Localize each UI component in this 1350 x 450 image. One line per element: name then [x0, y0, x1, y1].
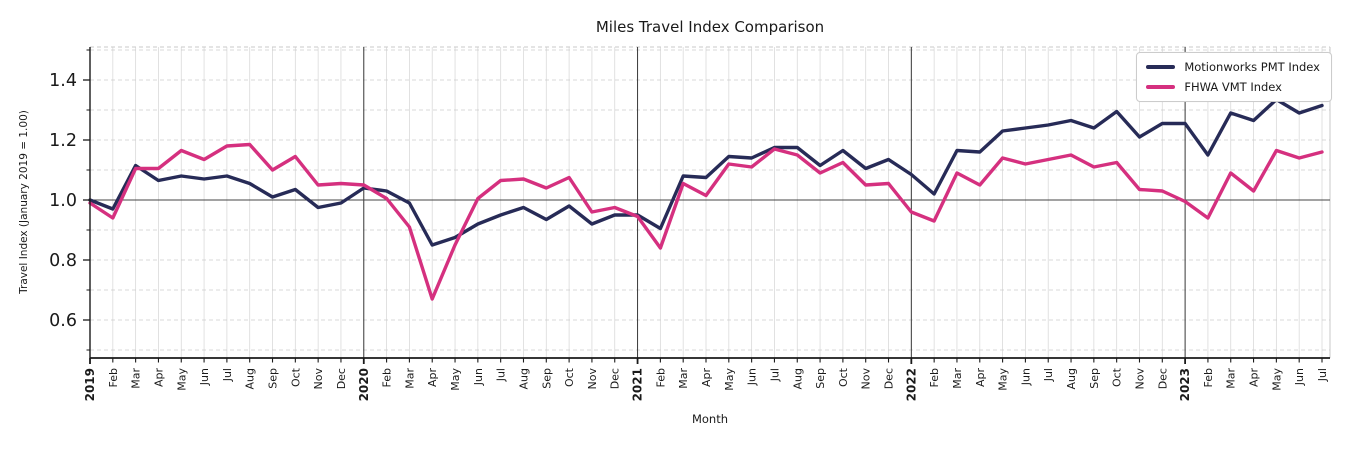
svg-text:Nov: Nov: [312, 368, 325, 390]
svg-text:Nov: Nov: [586, 368, 599, 390]
legend-item-vmt: FHWA VMT Index: [1146, 80, 1320, 94]
svg-text:May: May: [175, 368, 188, 391]
svg-text:Feb: Feb: [928, 368, 941, 387]
svg-text:Dec: Dec: [883, 368, 896, 389]
svg-text:Oct: Oct: [563, 367, 576, 387]
svg-text:Jun: Jun: [1293, 368, 1306, 386]
svg-text:May: May: [1270, 368, 1283, 391]
svg-text:Feb: Feb: [381, 368, 394, 387]
series-line-motionworks-pmt: [88, 97, 1324, 247]
svg-text:Aug: Aug: [244, 368, 257, 389]
svg-text:Sep: Sep: [814, 368, 827, 389]
svg-text:Mar: Mar: [951, 368, 964, 389]
svg-text:Dec: Dec: [609, 368, 622, 389]
svg-text:Jul: Jul: [495, 368, 508, 382]
svg-text:May: May: [449, 368, 462, 391]
svg-text:Feb: Feb: [1202, 368, 1215, 387]
svg-text:Feb: Feb: [107, 368, 120, 387]
svg-text:Jul: Jul: [1042, 368, 1055, 382]
svg-text:May: May: [997, 368, 1010, 391]
svg-text:Apr: Apr: [152, 368, 165, 388]
svg-text:Oct: Oct: [837, 367, 850, 387]
x-tick-labels: 2019 Feb Mar Apr May Jun Jul Aug Sep Oct Nov Dec 202…: [83, 367, 1329, 401]
svg-text:Oct: Oct: [1111, 367, 1124, 387]
svg-text:Mar: Mar: [130, 368, 143, 389]
svg-text:0.8: 0.8: [49, 251, 77, 271]
y-axis-label: Travel Index (January 2019 = 1.00): [18, 110, 30, 294]
svg-text:2021: 2021: [631, 368, 645, 401]
svg-text:May: May: [723, 368, 736, 391]
svg-text:2020: 2020: [357, 368, 371, 401]
svg-text:Aug: Aug: [517, 368, 530, 389]
svg-text:Jun: Jun: [198, 368, 211, 386]
svg-text:1.0: 1.0: [49, 191, 77, 211]
svg-text:Mar: Mar: [403, 368, 416, 389]
svg-text:Feb: Feb: [654, 368, 667, 387]
vmt-line-swatch: [1146, 85, 1176, 89]
axis-spines: [89, 47, 1330, 359]
legend-label-pmt: Motionworks PMT Index: [1184, 60, 1320, 74]
svg-text:Sep: Sep: [267, 368, 280, 389]
svg-text:Aug: Aug: [1065, 368, 1078, 389]
svg-text:Jun: Jun: [1019, 368, 1032, 386]
svg-text:Jun: Jun: [472, 368, 485, 386]
svg-text:Sep: Sep: [540, 368, 553, 389]
svg-text:Jun: Jun: [746, 368, 759, 386]
svg-text:2019: 2019: [83, 368, 97, 401]
svg-text:Dec: Dec: [1156, 368, 1169, 389]
svg-text:Jul: Jul: [221, 368, 234, 382]
svg-text:Mar: Mar: [677, 368, 690, 389]
pmt-line-swatch: [1146, 65, 1176, 69]
svg-text:Apr: Apr: [1248, 368, 1261, 388]
svg-text:Sep: Sep: [1088, 368, 1101, 389]
legend-label-vmt: FHWA VMT Index: [1184, 80, 1282, 94]
svg-text:1.2: 1.2: [49, 131, 77, 151]
svg-text:2022: 2022: [904, 368, 918, 401]
legend-item-pmt: Motionworks PMT Index: [1146, 60, 1320, 74]
svg-text:Mar: Mar: [1225, 368, 1238, 389]
legend: Motionworks PMT Index FHWA VMT Index: [1136, 52, 1332, 102]
svg-text:Oct: Oct: [289, 367, 302, 387]
y-tick-labels: 0.6 0.8 1.0 1.2 1.4: [49, 71, 77, 331]
series-line-fhwa-vmt: [88, 142, 1324, 301]
svg-text:1.4: 1.4: [49, 71, 77, 91]
svg-text:2023: 2023: [1178, 368, 1192, 401]
svg-text:0.6: 0.6: [49, 311, 77, 331]
svg-text:Dec: Dec: [335, 368, 348, 389]
svg-text:Apr: Apr: [700, 368, 713, 388]
y-ticks: [83, 49, 90, 351]
svg-text:Apr: Apr: [974, 368, 987, 388]
y-gridlines: [90, 49, 1330, 351]
svg-text:Nov: Nov: [1133, 368, 1146, 390]
svg-text:Jul: Jul: [768, 368, 781, 382]
x-axis-label: Month: [691, 412, 729, 426]
chart-title: Miles Travel Index Comparison: [595, 18, 825, 36]
svg-text:Apr: Apr: [426, 368, 439, 388]
svg-text:Nov: Nov: [860, 368, 873, 390]
svg-text:Jul: Jul: [1316, 368, 1329, 382]
svg-text:Aug: Aug: [791, 368, 804, 389]
